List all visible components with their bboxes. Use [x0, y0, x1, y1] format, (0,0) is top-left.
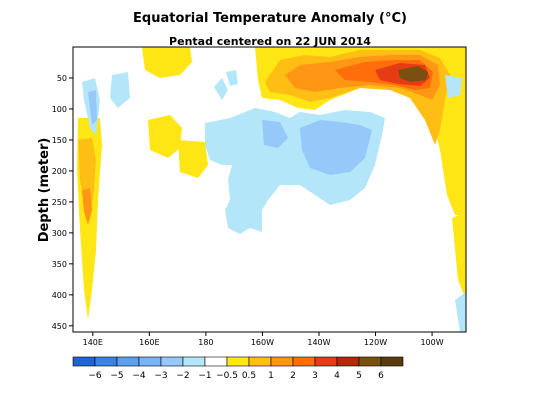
- colorbar-label: −6: [88, 371, 102, 381]
- warm-patch-far-east: [452, 212, 466, 300]
- colorbar-swatch: [270, 356, 294, 367]
- y-tick-label: 250: [52, 198, 67, 207]
- cool-blob-near-180: [214, 78, 228, 100]
- colorbar-swatch: [358, 356, 382, 367]
- colorbar-label: 3: [312, 371, 318, 381]
- y-axis: 50 100 150 200 250 300 350 400 450: [52, 74, 73, 331]
- cool-core-west: [88, 90, 97, 125]
- colorbar-swatch: [314, 356, 338, 367]
- anomaly-field: [73, 47, 466, 332]
- y-tick-label: 300: [52, 229, 67, 238]
- x-tick-label: 120W: [364, 338, 387, 347]
- colorbar-label: −0.5: [216, 371, 238, 381]
- colorbar-label: 6: [378, 371, 384, 381]
- cool-blob-dateline-north: [226, 70, 238, 86]
- warm-6-core: [398, 66, 428, 82]
- warm-3-west: [82, 188, 92, 225]
- colorbar-label: −5: [110, 371, 123, 381]
- x-axis: 140E 160E 180 160W 140W 120W 100W: [83, 332, 444, 347]
- colorbar-label: 5: [356, 371, 362, 381]
- colorbar-swatch: [116, 356, 140, 367]
- colorbar-label: 4: [334, 371, 340, 381]
- colorbar-swatch: [94, 356, 118, 367]
- y-axis-label: Depth (meter): [37, 138, 52, 243]
- chart-title: Equatorial Temperature Anomaly (°C): [133, 11, 407, 26]
- colorbar-label: −3: [154, 371, 167, 381]
- x-tick-label: 140W: [307, 338, 330, 347]
- colorbar: −6 −5 −4 −3 −2 −1 −0.5 0.5 1 2 3 4 5 6: [72, 356, 404, 381]
- colorbar-label: 1: [268, 371, 274, 381]
- y-tick-label: 450: [52, 322, 67, 331]
- colorbar-label: −4: [132, 371, 146, 381]
- colorbar-swatch: [380, 356, 404, 367]
- warm-blob-150-160e: [148, 115, 182, 158]
- cool-blob-160e: [110, 72, 130, 108]
- warm-blob-170-180e: [178, 140, 208, 178]
- x-tick-label: 180: [198, 338, 213, 347]
- plot-frame: [72, 46, 467, 333]
- colorbar-label: 0.5: [242, 371, 256, 381]
- colorbar-swatch: [248, 356, 272, 367]
- warm-2-west: [78, 138, 96, 220]
- y-tick-label: 150: [52, 136, 67, 145]
- colorbar-label: −1: [198, 371, 211, 381]
- colorbar-swatch: [72, 356, 96, 367]
- y-tick-label: 50: [57, 74, 67, 83]
- chart-subtitle: Pentad centered on 22 JUN 2014: [169, 35, 371, 48]
- colorbar-swatch: [204, 356, 228, 367]
- colorbar-swatch: [292, 356, 316, 367]
- cool-blob-far-east-upper: [445, 75, 462, 98]
- x-tick-label: 100W: [420, 338, 443, 347]
- cool-core-160w: [262, 120, 288, 148]
- colorbar-swatch: [160, 356, 184, 367]
- cool-blob-far-east-deep: [455, 292, 466, 332]
- colorbar-swatch: [182, 356, 206, 367]
- y-tick-label: 400: [52, 291, 67, 300]
- colorbar-label: 2: [290, 371, 296, 381]
- x-tick-label: 140E: [83, 338, 103, 347]
- cool-core-140w: [300, 120, 372, 175]
- x-tick-label: 160E: [139, 338, 159, 347]
- colorbar-swatch: [138, 356, 162, 367]
- warm-region-top-center: [142, 47, 192, 78]
- colorbar-label: −2: [176, 371, 189, 381]
- y-tick-label: 100: [52, 105, 67, 114]
- x-tick-label: 160W: [251, 338, 274, 347]
- colorbar-swatch: [226, 356, 250, 367]
- colorbar-swatch: [336, 356, 360, 367]
- y-tick-label: 350: [52, 260, 67, 269]
- y-tick-label: 200: [52, 167, 67, 176]
